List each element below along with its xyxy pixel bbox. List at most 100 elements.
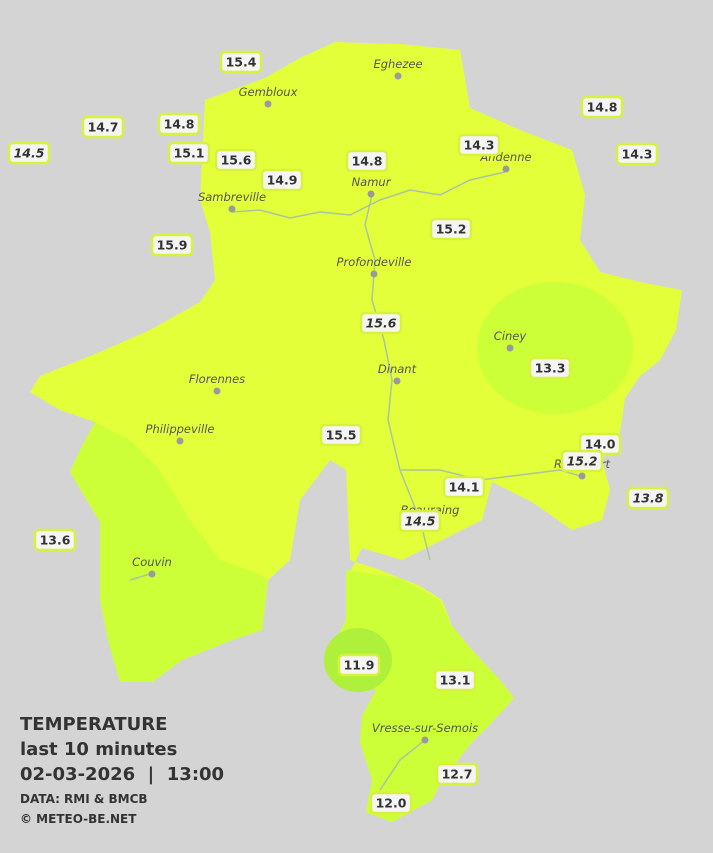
station-label: 14.8 xyxy=(352,154,383,169)
station-box xyxy=(626,486,670,510)
station-label: 14.1 xyxy=(449,480,480,495)
city-label: Gembloux xyxy=(239,85,298,99)
cool-zone xyxy=(70,422,268,682)
station-box xyxy=(319,423,363,447)
station: 13.1 xyxy=(433,668,477,692)
legend-source: DATA: RMI & BMCB xyxy=(20,792,148,806)
station-box xyxy=(214,148,258,172)
station-label: 15.2 xyxy=(436,222,467,237)
station-box xyxy=(435,762,479,786)
station: 15.5 xyxy=(319,423,363,447)
station-box xyxy=(398,509,442,533)
station-box xyxy=(33,528,77,552)
station: 14.9 xyxy=(260,168,304,192)
city-dot xyxy=(370,270,378,278)
station: 15.4 xyxy=(219,50,263,74)
station-box xyxy=(337,653,381,677)
station-label: 14.8 xyxy=(164,117,195,132)
city-dot xyxy=(367,190,375,198)
city-label: Profondeville xyxy=(337,255,412,269)
city-dot xyxy=(213,387,221,395)
station-label: 11.9 xyxy=(344,658,375,673)
station: 14.8 xyxy=(157,112,201,136)
station-box xyxy=(615,142,659,166)
station: 15.2 xyxy=(429,217,473,241)
station: 14.5 xyxy=(7,141,51,165)
station-label: 13.8 xyxy=(633,491,664,506)
station-label: 15.6 xyxy=(366,316,397,331)
station-box xyxy=(219,50,263,74)
city-label: Eghezee xyxy=(373,57,422,71)
city-dot xyxy=(228,205,236,213)
cool-zone xyxy=(477,282,633,414)
station: 13.3 xyxy=(528,356,572,380)
city-dot xyxy=(578,472,586,480)
station-box xyxy=(150,233,194,257)
city-dot xyxy=(393,377,401,385)
city-dot xyxy=(421,736,429,744)
city-dot xyxy=(264,100,272,108)
station: 14.8 xyxy=(345,149,389,173)
station: 13.6 xyxy=(33,528,77,552)
station: 14.5 xyxy=(398,509,442,533)
station-label: 12.7 xyxy=(442,767,473,782)
legend-timestamp: 02-03-2026 | 13:00 xyxy=(20,764,224,785)
station-label: 14.5 xyxy=(405,514,436,529)
city-label: Dinant xyxy=(378,362,417,376)
city-dot xyxy=(394,72,402,80)
station-box xyxy=(442,475,486,499)
station-box xyxy=(580,95,624,119)
station-box xyxy=(369,791,413,815)
station: 12.0 xyxy=(369,791,413,815)
station: 15.6 xyxy=(214,148,258,172)
city-dot xyxy=(148,570,156,578)
station-label: 15.2 xyxy=(567,454,598,469)
station: 12.7 xyxy=(435,762,479,786)
station-label: 14.3 xyxy=(622,147,653,162)
station-box xyxy=(157,112,201,136)
station-box xyxy=(429,217,473,241)
station-label: 15.6 xyxy=(221,153,252,168)
station-label: 13.3 xyxy=(535,361,566,376)
station: 14.7 xyxy=(81,115,125,139)
station-label: 13.1 xyxy=(440,673,471,688)
station-label: 14.7 xyxy=(88,120,119,135)
station-label: 15.4 xyxy=(226,55,257,70)
station-box xyxy=(457,133,501,157)
city-dot xyxy=(176,437,184,445)
river xyxy=(129,171,581,791)
station-box xyxy=(560,449,604,473)
station: 14.8 xyxy=(580,95,624,119)
station-box xyxy=(81,115,125,139)
station-label: 12.0 xyxy=(376,796,407,811)
city-label: Philippeville xyxy=(146,422,215,436)
city-label: Ciney xyxy=(494,329,527,343)
station: 15.9 xyxy=(150,233,194,257)
station-label: 15.1 xyxy=(174,146,205,161)
city-label: Sambreville xyxy=(198,190,266,204)
legend-credit: © METEO-BE.NET xyxy=(20,812,137,826)
station-label: 14.8 xyxy=(587,100,618,115)
station: 15.1 xyxy=(167,141,211,165)
city-label: Vresse-sur-Semois xyxy=(372,721,478,735)
station-label: 15.5 xyxy=(326,428,357,443)
city-label: Couvin xyxy=(132,555,172,569)
station-label: 13.6 xyxy=(40,533,71,548)
station-label: 15.9 xyxy=(157,238,188,253)
station-label: 14.9 xyxy=(267,173,298,188)
station-label: 14.5 xyxy=(14,146,45,161)
station: 15.2 xyxy=(560,449,604,473)
station: 11.9 xyxy=(337,653,381,677)
station: 15.6 xyxy=(359,311,403,335)
station: 14.3 xyxy=(615,142,659,166)
city-label: Florennes xyxy=(189,372,245,386)
station-box xyxy=(359,311,403,335)
legend-title: TEMPERATURE xyxy=(20,714,167,735)
station-box xyxy=(167,141,211,165)
station: 14.0 xyxy=(578,432,622,456)
station-box xyxy=(7,141,51,165)
station: 14.3 xyxy=(457,133,501,157)
station-label: 14.3 xyxy=(464,138,495,153)
station-box xyxy=(260,168,304,192)
